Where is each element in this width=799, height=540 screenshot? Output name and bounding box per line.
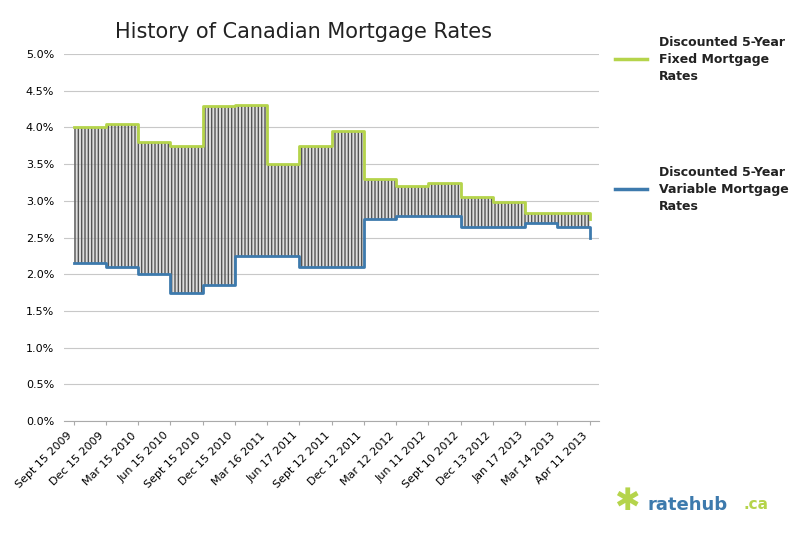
- Text: ✱: ✱: [614, 487, 640, 516]
- Text: History of Canadian Mortgage Rates: History of Canadian Mortgage Rates: [115, 22, 492, 42]
- Text: .ca: .ca: [743, 497, 768, 512]
- Text: Discounted 5-Year
Variable Mortgage
Rates: Discounted 5-Year Variable Mortgage Rate…: [659, 165, 789, 213]
- Text: Discounted 5-Year
Fixed Mortgage
Rates: Discounted 5-Year Fixed Mortgage Rates: [659, 36, 785, 83]
- Text: ratehub: ratehub: [647, 496, 727, 514]
